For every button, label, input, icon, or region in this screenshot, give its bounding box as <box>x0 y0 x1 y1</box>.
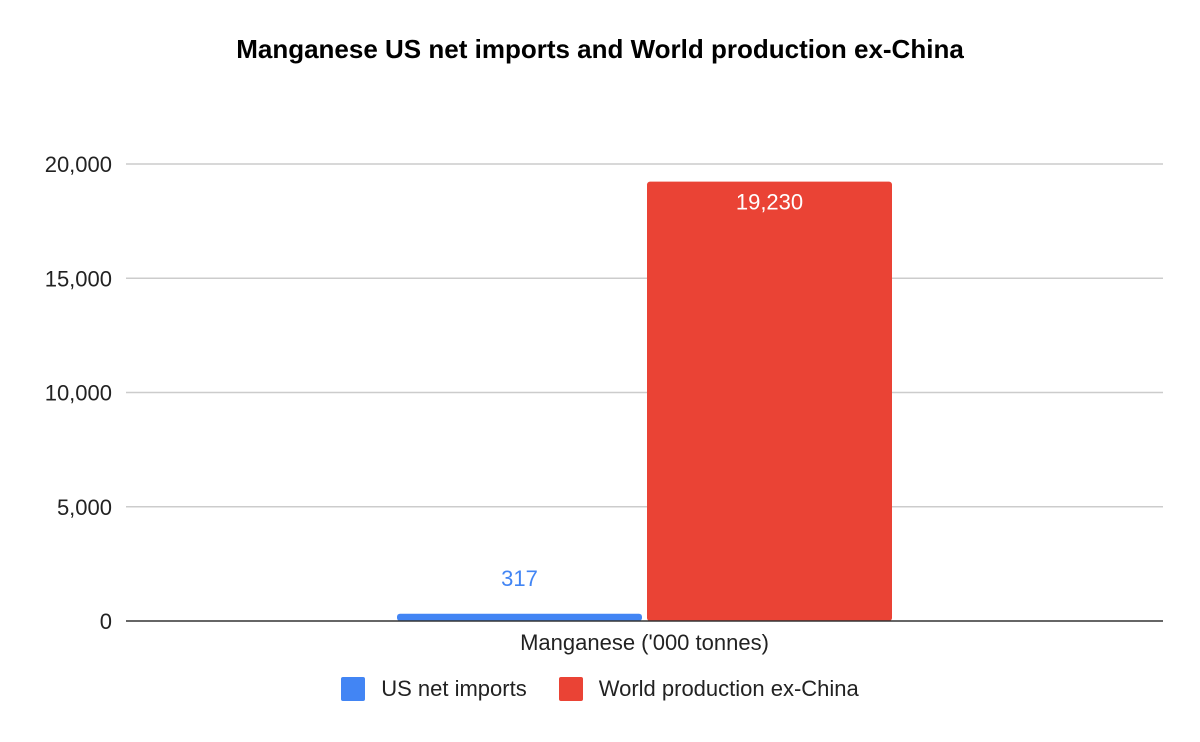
chart-title: Manganese US net imports and World produ… <box>236 34 964 64</box>
legend-swatch-us-net-imports <box>341 677 366 701</box>
y-tick-label: 5,000 <box>57 495 112 520</box>
bar-world-production-ex-china <box>647 181 892 622</box>
y-tick-label: 15,000 <box>45 266 112 291</box>
y-tick-label: 20,000 <box>45 152 112 177</box>
x-axis-categories: Manganese ('000 tonnes) <box>520 630 769 655</box>
legend: US net imports World production ex-China <box>0 676 1200 702</box>
bar-us-net-imports <box>397 613 642 621</box>
grid-lines <box>126 163 1163 508</box>
legend-label-world-production: World production ex-China <box>598 676 859 701</box>
data-label: 19,230 <box>736 190 803 215</box>
x-category-label: Manganese ('000 tonnes) <box>520 630 769 655</box>
bars: 317 19,230 <box>397 181 892 622</box>
legend-item-us-net-imports: US net imports <box>341 676 527 702</box>
legend-item-world-production: World production ex-China <box>558 676 859 702</box>
data-label: 317 <box>501 566 538 591</box>
legend-swatch-world-production <box>558 677 583 701</box>
y-tick-label: 10,000 <box>45 381 112 406</box>
y-tick-label: 0 <box>100 609 112 634</box>
legend-label-us-net-imports: US net imports <box>381 676 527 701</box>
y-axis-ticks: 0 5,000 10,000 15,000 20,000 <box>45 152 112 634</box>
